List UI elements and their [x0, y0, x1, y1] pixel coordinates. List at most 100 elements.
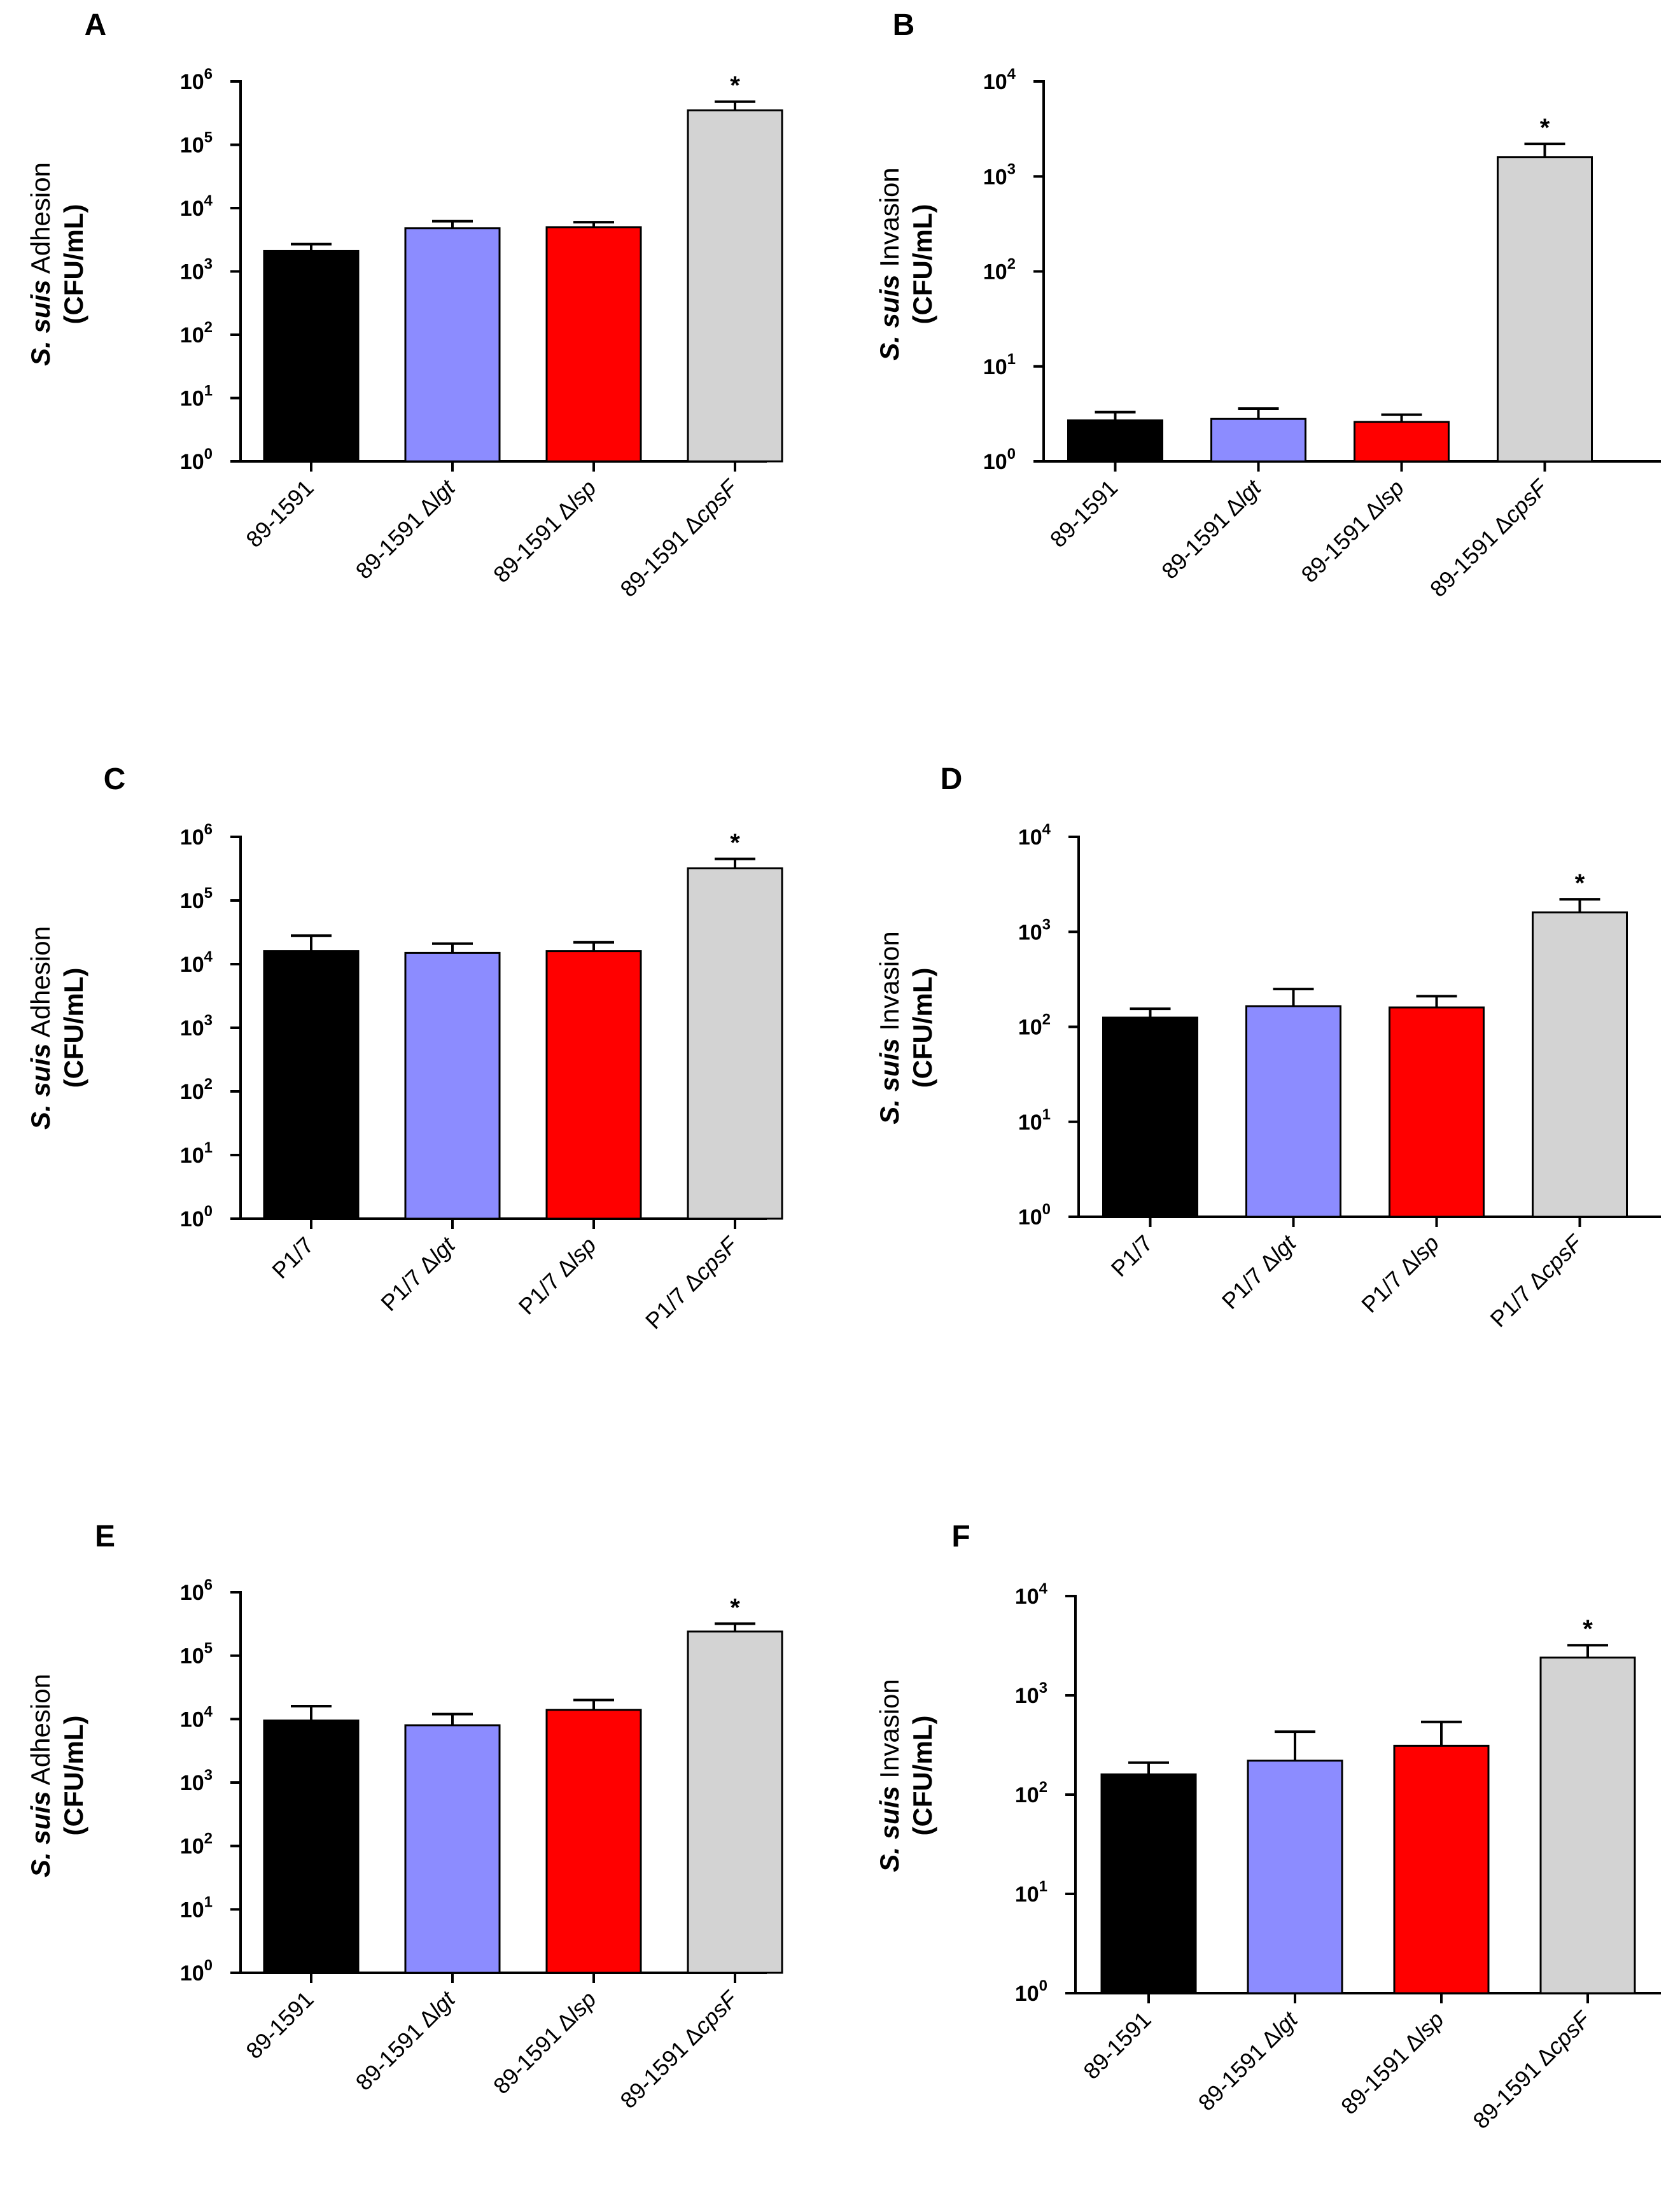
bar [1100, 1773, 1197, 1994]
y-tick-base: 10 [180, 134, 204, 158]
significance-marker: * [730, 72, 740, 100]
y-axis-label: S. suis Adhesion (CFU/mL) [25, 1674, 88, 1877]
y-tick-exponent: 4 [1039, 1580, 1048, 1597]
y-tick-base: 10 [180, 70, 204, 94]
y-tick-base: 10 [1015, 1585, 1039, 1609]
y-tick-label: 102 [180, 319, 213, 347]
y-tick-exponent: 4 [204, 192, 213, 209]
x-category-label: P1/7 Δlgt [375, 1231, 461, 1316]
panel-E: ES. suis Adhesion (CFU/mL)100101102103104… [25, 1520, 783, 2113]
panel-C: CS. suis Adhesion (CFU/mL)100101102103104… [25, 762, 783, 1334]
x-category-strain: 89-1591 Δ [488, 2007, 580, 2099]
x-category-strain: 89-1591 Δ [351, 492, 443, 584]
y-tick-exponent: 2 [204, 1830, 213, 1847]
bar [687, 109, 783, 463]
y-tick-base: 10 [180, 197, 204, 221]
y-axis-label-line1: S. suis Adhesion [25, 926, 55, 1130]
x-category-strain: 89-1591 Δ [1425, 510, 1517, 602]
y-tick-exponent: 1 [1042, 1106, 1051, 1123]
x-category-label: 89-1591 Δlsp [488, 1986, 601, 2099]
y-tick-exponent: 0 [1007, 445, 1016, 463]
x-category-label: P1/7 Δlsp [1356, 1230, 1444, 1318]
y-tick-label: 104 [180, 948, 213, 977]
bar [1539, 1657, 1636, 1994]
y-tick-label: 106 [180, 1576, 213, 1605]
bar [263, 1720, 360, 1974]
bar [404, 1724, 501, 1974]
y-tick-label: 102 [983, 256, 1016, 284]
x-category-label: P1/7 Δlsp [514, 1232, 601, 1320]
x-category-label: 89-1591 [241, 475, 318, 552]
bar [1532, 911, 1628, 1218]
y-tick-base: 10 [180, 1961, 204, 1986]
x-category-label: 89-1591 Δlsp [1336, 2007, 1449, 2120]
y-tick-label: 101 [180, 1139, 213, 1168]
y-tick-exponent: 3 [1042, 916, 1051, 933]
x-category-strain: 89-1591 Δ [1467, 2042, 1560, 2134]
y-tick-exponent: 4 [1042, 821, 1051, 838]
y-tick-base: 10 [983, 165, 1007, 189]
bar [687, 867, 783, 1220]
x-category-strain: 89-1591 [241, 475, 318, 552]
y-tick-exponent: 1 [204, 382, 213, 400]
x-category-strain: 89-1591 Δ [1156, 492, 1249, 584]
panel-F: FS. suis Invasion (CFU/mL)100101102103104… [874, 1520, 1661, 2134]
x-category-strain: 89-1591 Δ [615, 510, 707, 602]
y-tick-base: 10 [180, 953, 204, 977]
bar [1389, 1006, 1485, 1218]
y-tick-base: 10 [180, 1016, 204, 1040]
x-category-label: 89-1591 Δlsp [1296, 475, 1410, 588]
y-tick-exponent: 1 [1007, 351, 1016, 368]
x-category-strain: P1/7 Δ [375, 1249, 442, 1316]
significance-marker: * [1540, 114, 1550, 142]
y-tick-label: 103 [1015, 1679, 1047, 1708]
y-axis-label-unit: (CFU/mL) [907, 1716, 937, 1836]
bar [404, 951, 501, 1220]
y-axis-label-species: S. suis [874, 1786, 904, 1872]
y-tick-label: 100 [180, 1957, 213, 1986]
bar [1247, 1760, 1343, 1994]
y-tick-exponent: 0 [204, 445, 213, 463]
x-category-label: 89-1591 Δlgt [1156, 473, 1266, 584]
panel-letter: E [95, 1520, 115, 1553]
y-tick-label: 105 [180, 129, 213, 158]
y-axis-label-unit: (CFU/mL) [59, 204, 88, 325]
y-tick-base: 10 [1018, 825, 1042, 850]
y-tick-base: 10 [180, 260, 204, 284]
y-tick-label: 103 [983, 160, 1016, 189]
x-category-strain: P1/7 [267, 1232, 318, 1284]
bar [545, 226, 642, 463]
y-tick-exponent: 5 [204, 129, 213, 146]
y-tick-label: 100 [1018, 1201, 1051, 1230]
x-category-strain: P1/7 Δ [1217, 1247, 1284, 1314]
y-axis-label: S. suis Adhesion (CFU/mL) [25, 926, 88, 1130]
x-category-label: 89-1591 ΔcpsF [615, 1985, 743, 2113]
y-tick-exponent: 6 [204, 821, 213, 838]
y-axis-label-line1: S. suis Invasion [874, 1679, 904, 1872]
y-axis-label-species: S. suis [25, 1044, 55, 1130]
bar [1393, 1744, 1490, 1994]
y-tick-base: 10 [180, 1144, 204, 1168]
y-axis-label-unit: (CFU/mL) [59, 1716, 88, 1836]
significance-marker: * [730, 1594, 740, 1622]
y-tick-base: 10 [983, 355, 1007, 379]
bar [263, 950, 360, 1220]
y-tick-label: 105 [180, 1640, 213, 1669]
y-tick-label: 103 [180, 1767, 213, 1795]
y-tick-base: 10 [983, 260, 1007, 284]
x-category-strain: 89-1591 Δ [1193, 2024, 1285, 2116]
y-tick-label: 100 [983, 445, 1016, 474]
x-category-label: 89-1591 ΔcpsF [1425, 473, 1553, 602]
x-category-strain: 89-1591 Δ [615, 2021, 707, 2113]
y-tick-base: 10 [180, 825, 204, 850]
x-category-label: 89-1591 [1078, 2007, 1156, 2084]
significance-marker: * [730, 829, 740, 857]
y-axis-label-species: S. suis [874, 1038, 904, 1124]
y-axis-label-line1: S. suis Adhesion [25, 1674, 55, 1877]
y-tick-label: 103 [180, 256, 213, 284]
y-tick-base: 10 [1018, 920, 1042, 944]
y-axis-label-line1: S. suis Adhesion [25, 162, 55, 366]
y-tick-base: 10 [180, 1835, 204, 1859]
x-category-strain: 89-1591 [1045, 475, 1123, 552]
